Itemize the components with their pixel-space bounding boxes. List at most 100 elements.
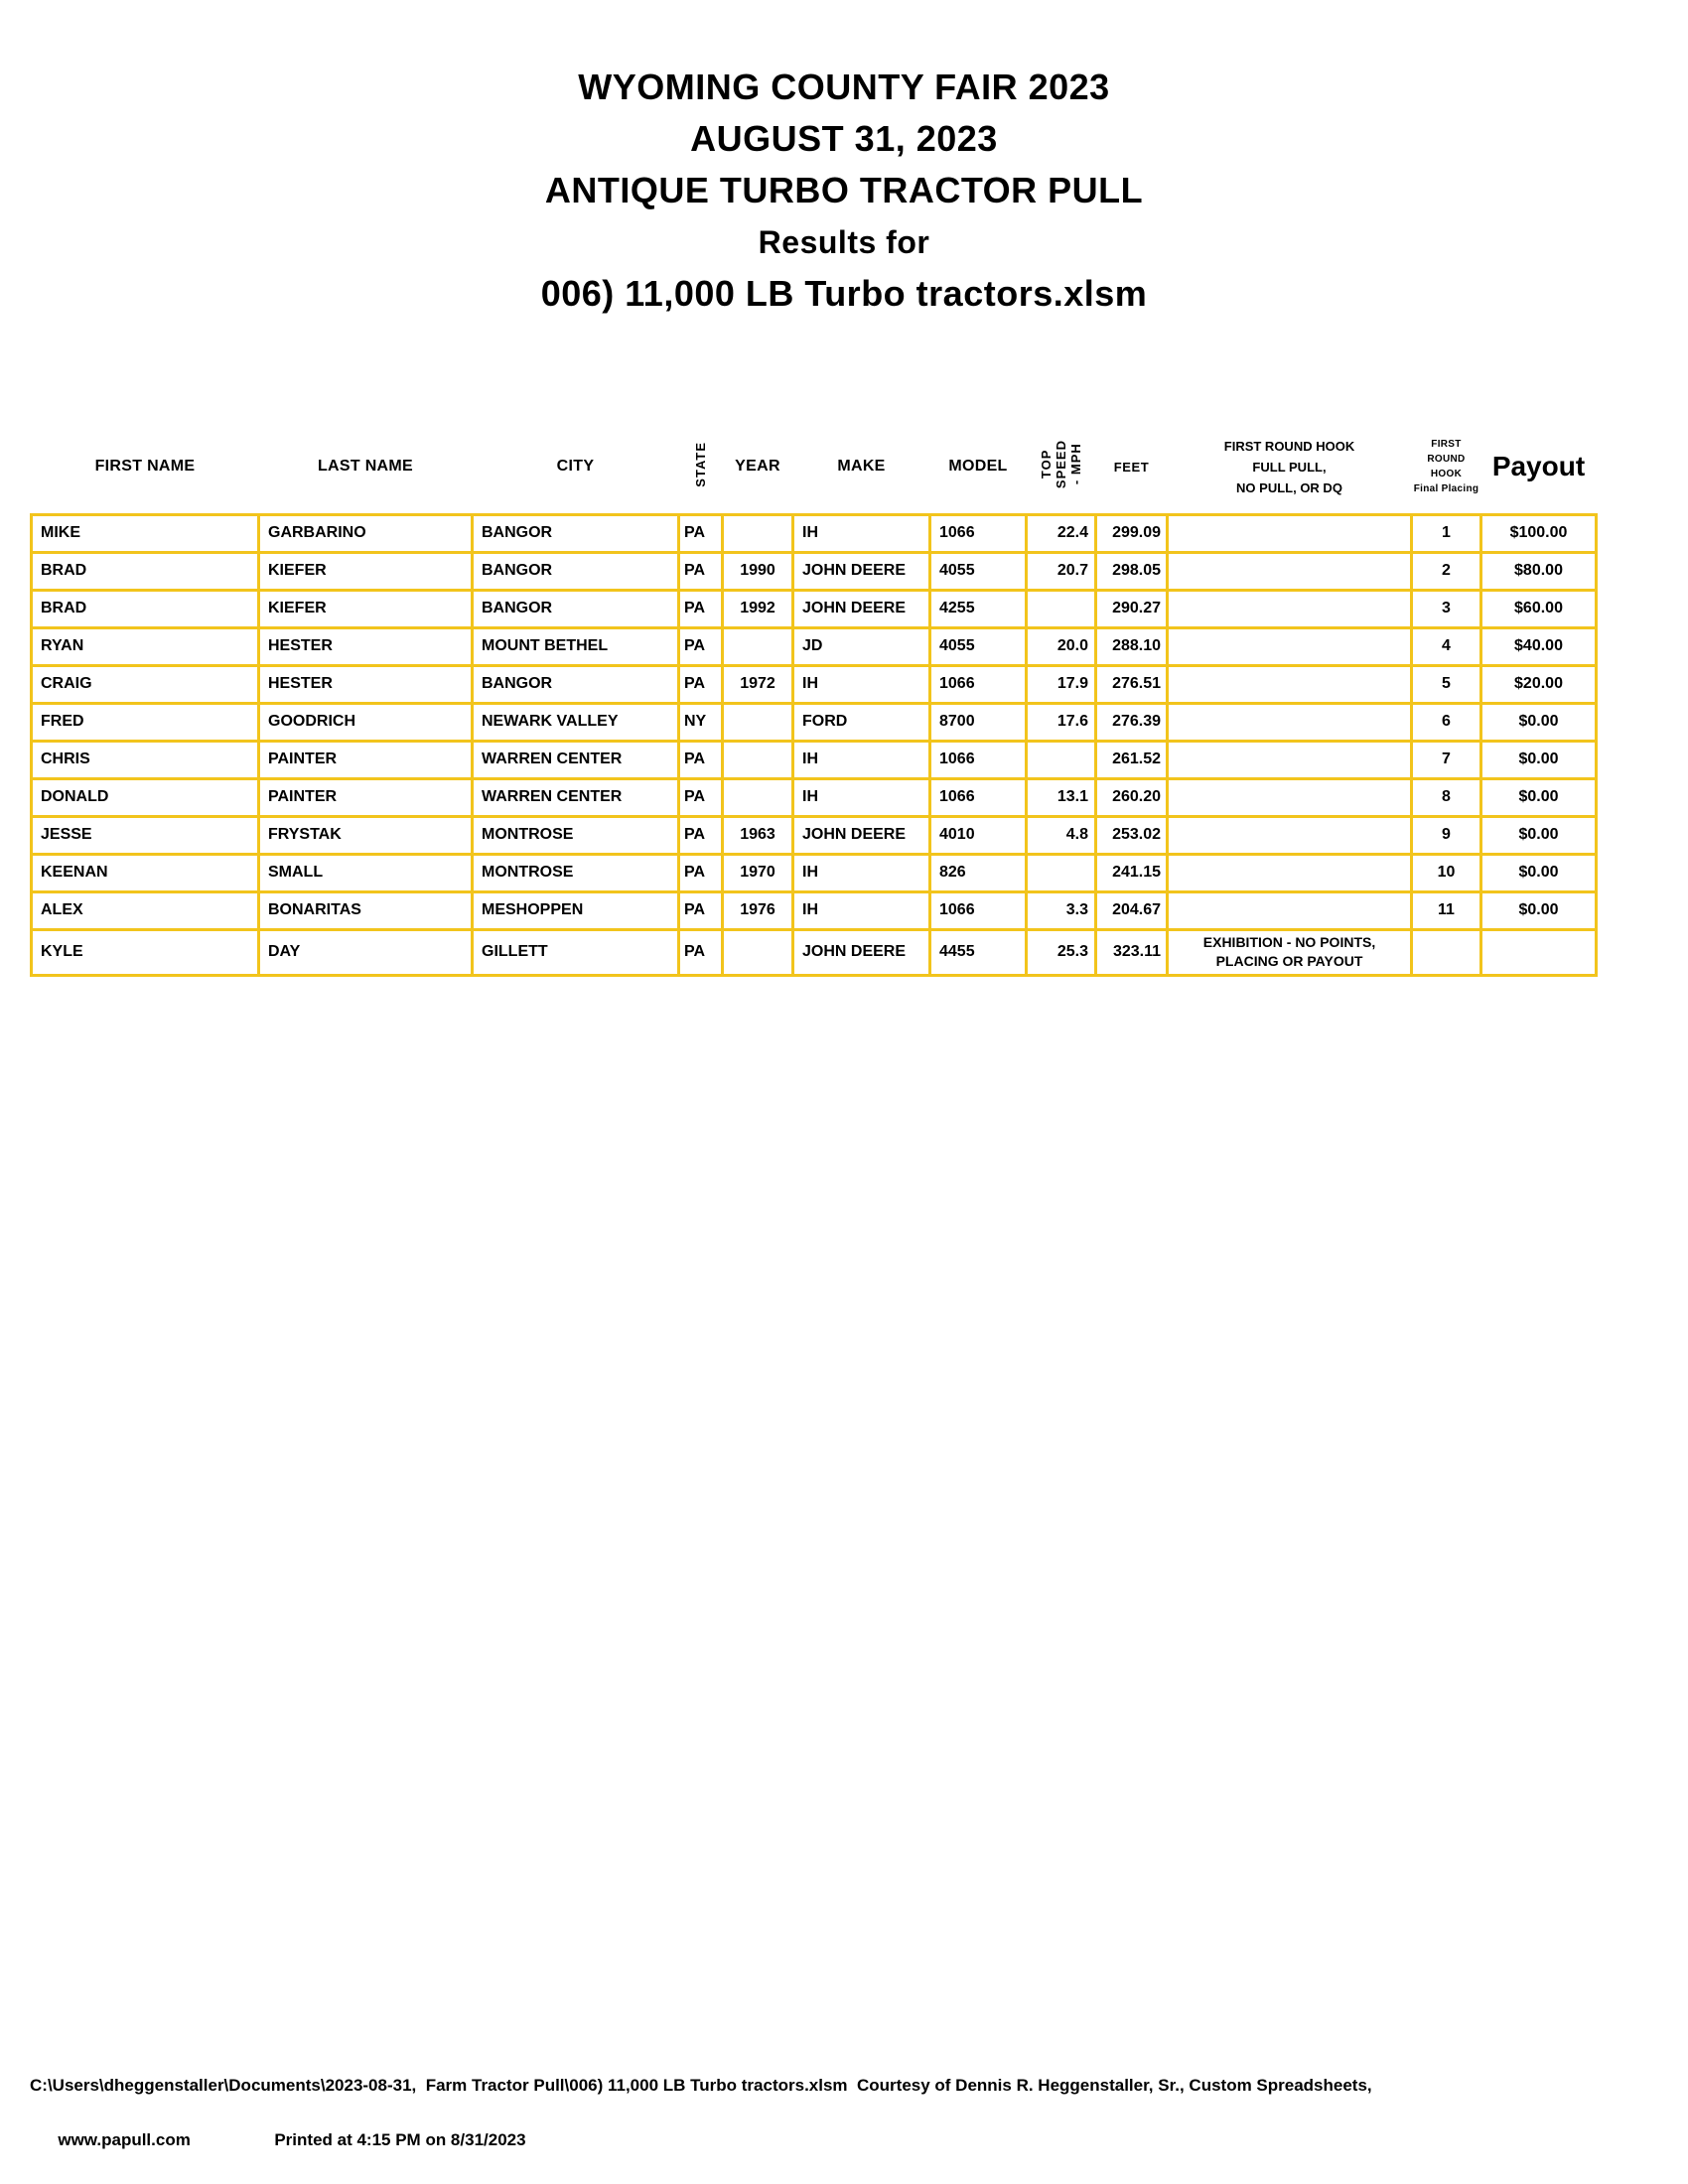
cell-top-speed: 3.3: [1025, 889, 1097, 931]
cell-top-speed: 22.4: [1025, 512, 1097, 554]
cell-model: 1066: [928, 663, 1028, 705]
cell-payout: $0.00: [1479, 739, 1598, 780]
cell-state: PA: [677, 588, 724, 629]
cell-payout: $0.00: [1479, 889, 1598, 931]
column-header-payout: Payout: [1491, 451, 1586, 482]
cell-make: JOHN DEERE: [791, 550, 931, 592]
cell-city: BANGOR: [471, 550, 680, 592]
cell-first-round-hook: EXHIBITION - NO POINTS, PLACING OR PAYOU…: [1166, 927, 1413, 977]
cell-payout: $40.00: [1479, 625, 1598, 667]
cell-state: PA: [677, 927, 724, 977]
cell-placing: 9: [1410, 814, 1482, 856]
column-header-top-speed: TOP SPEED - MPH: [1027, 421, 1096, 514]
cell-make: JD: [791, 625, 931, 667]
column-header-final-placing: FIRST ROUND HOOK Final Placing: [1413, 439, 1479, 495]
cell-feet: 288.10: [1094, 625, 1169, 667]
report-footer: C:\Users\dheggenstaller\Documents\2023-0…: [30, 2075, 1658, 2173]
cell-city: NEWARK VALLEY: [471, 701, 680, 743]
footer-printed-at: Printed at 4:15 PM on 8/31/2023: [274, 2130, 526, 2149]
cell-year: [721, 512, 794, 554]
cell-last-name: DAY: [257, 927, 474, 977]
cell-last-name: PAINTER: [257, 776, 474, 818]
cell-city: MOUNT BETHEL: [471, 625, 680, 667]
report-title-block: WYOMING COUNTY FAIR 2023 AUGUST 31, 2023…: [0, 62, 1688, 320]
report-title-filename: 006) 11,000 LB Turbo tractors.xlsm: [540, 273, 1148, 314]
column-header-year: YEAR: [735, 458, 780, 476]
cell-first-name: FRED: [30, 701, 260, 743]
cell-last-name: KIEFER: [257, 550, 474, 592]
table-row: JESSE FRYSTAK MONTROSE PA 1963 JOHN DEERE 4010…: [30, 814, 1598, 856]
cell-feet: 276.51: [1094, 663, 1169, 705]
cell-feet: 204.67: [1094, 889, 1169, 931]
cell-first-round-hook: [1166, 701, 1413, 743]
cell-make: JOHN DEERE: [791, 588, 931, 629]
cell-placing: 7: [1410, 739, 1482, 780]
cell-first-name: KEENAN: [30, 852, 260, 893]
top-speed-vertical-label: TOP SPEED - MPH: [1039, 440, 1083, 489]
cell-placing: 8: [1410, 776, 1482, 818]
cell-feet: 261.52: [1094, 739, 1169, 780]
cell-feet: 290.27: [1094, 588, 1169, 629]
cell-first-round-hook: [1166, 776, 1413, 818]
cell-last-name: GOODRICH: [257, 701, 474, 743]
cell-feet: 276.39: [1094, 701, 1169, 743]
cell-state: PA: [677, 663, 724, 705]
table-row: MIKE GARBARINO BANGOR PA IH 1066 22.4 299.09 1 $1…: [30, 512, 1598, 554]
column-header-first-round-hook: FIRST ROUND HOOK FULL PULL, NO PULL, OR …: [1223, 438, 1355, 495]
cell-state: PA: [677, 739, 724, 780]
cell-first-round-hook: [1166, 814, 1413, 856]
cell-city: WARREN CENTER: [471, 776, 680, 818]
column-header-feet: FEET: [1113, 459, 1150, 475]
cell-first-name: MIKE: [30, 512, 260, 554]
cell-top-speed: 20.7: [1025, 550, 1097, 592]
state-vertical-label: STATE: [693, 441, 708, 487]
cell-placing: 11: [1410, 889, 1482, 931]
cell-city: GILLETT: [471, 927, 680, 977]
cell-payout: $20.00: [1479, 663, 1598, 705]
table-row: BRAD KIEFER BANGOR PA 1990 JOHN DEERE 4055 20.7…: [30, 550, 1598, 592]
table-header-row: FIRST NAME LAST NAME CITY STATE YEAR MAK…: [32, 421, 1597, 514]
cell-payout: $0.00: [1479, 776, 1598, 818]
column-header-city: CITY: [556, 458, 595, 476]
cell-first-name: BRAD: [30, 588, 260, 629]
cell-model: 1066: [928, 739, 1028, 780]
table-row: FRED GOODRICH NEWARK VALLEY NY FORD 8700 17.6 2…: [30, 701, 1598, 743]
cell-state: PA: [677, 625, 724, 667]
cell-first-round-hook: [1166, 739, 1413, 780]
report-title-event: WYOMING COUNTY FAIR 2023: [578, 67, 1110, 107]
cell-state: PA: [677, 550, 724, 592]
cell-state: NY: [677, 701, 724, 743]
cell-top-speed: 20.0: [1025, 625, 1097, 667]
cell-year: [721, 776, 794, 818]
cell-make: FORD: [791, 701, 931, 743]
cell-last-name: BONARITAS: [257, 889, 474, 931]
cell-first-name: ALEX: [30, 889, 260, 931]
footer-website: www.papull.com: [58, 2130, 191, 2149]
table-row: KYLE DAY GILLETT PA JOHN DEERE 4455 25.3 323.11…: [30, 927, 1598, 977]
cell-first-name: KYLE: [30, 927, 260, 977]
cell-last-name: SMALL: [257, 852, 474, 893]
results-table-body: MIKE GARBARINO BANGOR PA IH 1066 22.4 299.09 1 $1…: [30, 512, 1598, 977]
column-header-make: MAKE: [837, 458, 886, 476]
cell-first-round-hook: [1166, 550, 1413, 592]
cell-city: MONTROSE: [471, 852, 680, 893]
table-row: KEENAN SMALL MONTROSE PA 1970 IH 826 241.15 10 $0…: [30, 852, 1598, 893]
table-row: CRAIG HESTER BANGOR PA 1972 IH 1066 17.9 276.51 5…: [30, 663, 1598, 705]
cell-model: 4055: [928, 625, 1028, 667]
cell-year: 1990: [721, 550, 794, 592]
cell-top-speed: [1025, 852, 1097, 893]
column-header-first-name: FIRST NAME: [94, 458, 196, 476]
cell-year: [721, 739, 794, 780]
cell-city: BANGOR: [471, 588, 680, 629]
cell-last-name: FRYSTAK: [257, 814, 474, 856]
cell-year: 1970: [721, 852, 794, 893]
cell-payout: $0.00: [1479, 852, 1598, 893]
cell-payout: $0.00: [1479, 814, 1598, 856]
cell-payout: $100.00: [1479, 512, 1598, 554]
cell-placing: [1410, 927, 1482, 977]
cell-feet: 323.11: [1094, 927, 1169, 977]
cell-first-round-hook: [1166, 625, 1413, 667]
cell-model: 4055: [928, 550, 1028, 592]
cell-placing: 4: [1410, 625, 1482, 667]
table-row: CHRIS PAINTER WARREN CENTER PA IH 1066 261.52 7…: [30, 739, 1598, 780]
